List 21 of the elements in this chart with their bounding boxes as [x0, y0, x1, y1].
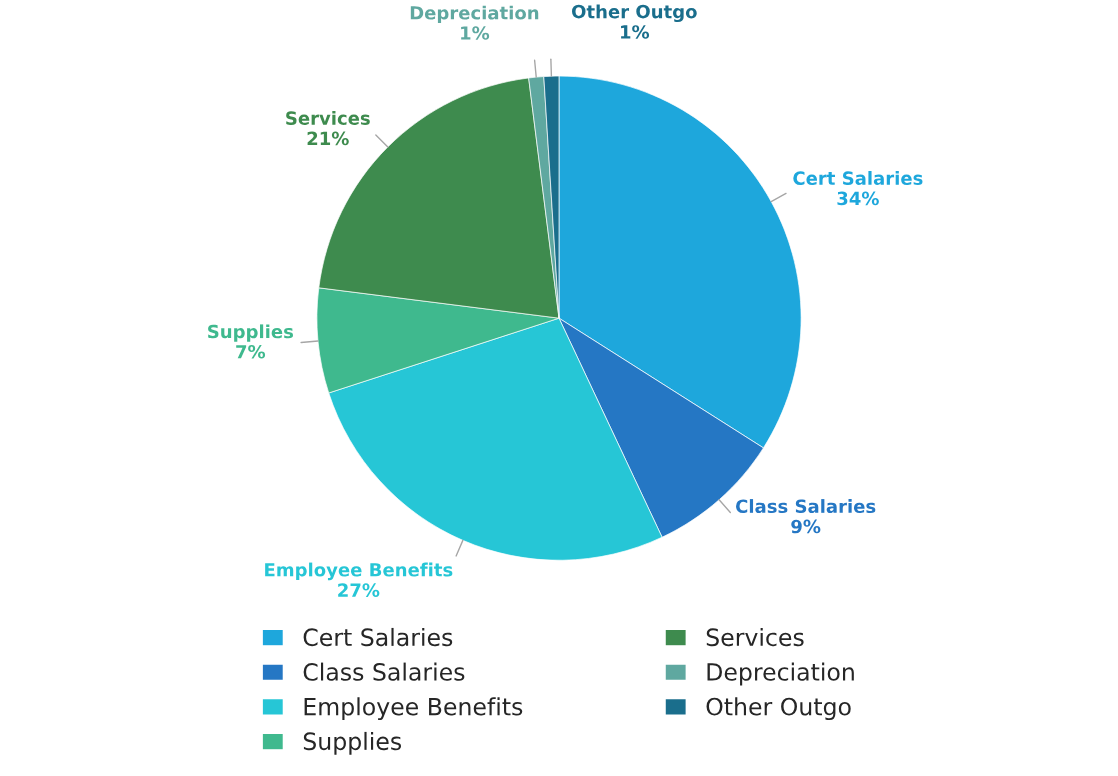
- legend-label: Other Outgo: [706, 697, 851, 721]
- data-label: 27%: [338, 583, 380, 597]
- slice-label: Cert Salaries: [793, 171, 923, 185]
- data-label: 34%: [837, 191, 879, 206]
- slice-label: Supplies: [208, 324, 293, 342]
- slice-label: Class Salaries: [736, 499, 876, 514]
- legend-label: Services: [706, 627, 804, 647]
- legend-label: Cert Salaries: [303, 627, 453, 647]
- legend-label: Supplies: [303, 731, 402, 755]
- slice-label: Services: [286, 110, 370, 125]
- data-label: 7%: [236, 344, 266, 359]
- data-label: 1%: [461, 26, 490, 40]
- slice-label: Other Outgo: [572, 4, 697, 23]
- legend-label: Depreciation: [707, 662, 854, 686]
- legend-label: Employee Benefits: [304, 697, 523, 721]
- data-label: 21%: [307, 131, 349, 146]
- slice-label: Employee Benefits: [265, 562, 453, 581]
- data-label: 9%: [791, 519, 821, 534]
- slice-label: Depreciation: [410, 5, 539, 24]
- legend-label: Class Salaries: [303, 662, 465, 681]
- data-label: 1%: [621, 25, 650, 39]
